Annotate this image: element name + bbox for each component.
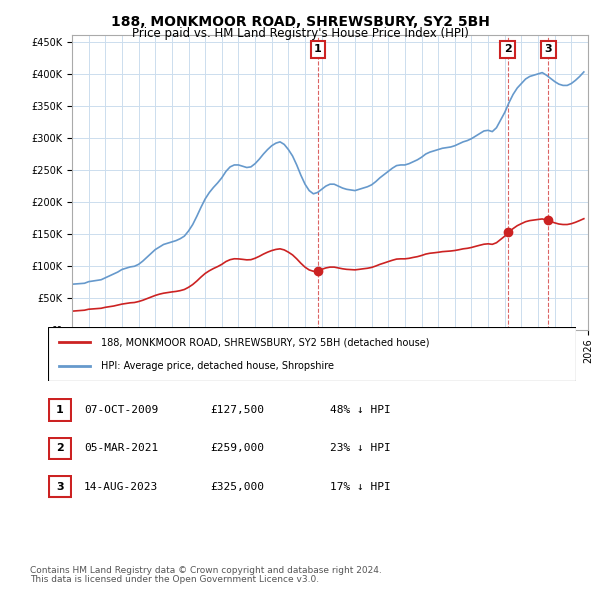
Text: £325,000: £325,000: [210, 482, 264, 491]
Text: 48% ↓ HPI: 48% ↓ HPI: [330, 405, 391, 415]
FancyBboxPatch shape: [48, 327, 576, 381]
Text: 2: 2: [56, 444, 64, 453]
Text: Price paid vs. HM Land Registry's House Price Index (HPI): Price paid vs. HM Land Registry's House …: [131, 27, 469, 40]
Text: 17% ↓ HPI: 17% ↓ HPI: [330, 482, 391, 491]
Text: This data is licensed under the Open Government Licence v3.0.: This data is licensed under the Open Gov…: [30, 575, 319, 584]
Text: 1: 1: [314, 44, 322, 54]
Text: 14-AUG-2023: 14-AUG-2023: [84, 482, 158, 491]
Text: 188, MONKMOOR ROAD, SHREWSBURY, SY2 5BH: 188, MONKMOOR ROAD, SHREWSBURY, SY2 5BH: [110, 15, 490, 29]
FancyBboxPatch shape: [49, 438, 71, 459]
Text: 188, MONKMOOR ROAD, SHREWSBURY, SY2 5BH (detached house): 188, MONKMOOR ROAD, SHREWSBURY, SY2 5BH …: [101, 337, 430, 348]
Text: 3: 3: [545, 44, 552, 54]
FancyBboxPatch shape: [49, 399, 71, 421]
Text: 07-OCT-2009: 07-OCT-2009: [84, 405, 158, 415]
Text: 23% ↓ HPI: 23% ↓ HPI: [330, 444, 391, 453]
Text: 2: 2: [504, 44, 511, 54]
Text: 1: 1: [56, 405, 64, 415]
FancyBboxPatch shape: [49, 476, 71, 497]
Text: £127,500: £127,500: [210, 405, 264, 415]
Text: HPI: Average price, detached house, Shropshire: HPI: Average price, detached house, Shro…: [101, 360, 334, 371]
Text: £259,000: £259,000: [210, 444, 264, 453]
Text: 3: 3: [56, 482, 64, 491]
Text: Contains HM Land Registry data © Crown copyright and database right 2024.: Contains HM Land Registry data © Crown c…: [30, 566, 382, 575]
Text: 05-MAR-2021: 05-MAR-2021: [84, 444, 158, 453]
